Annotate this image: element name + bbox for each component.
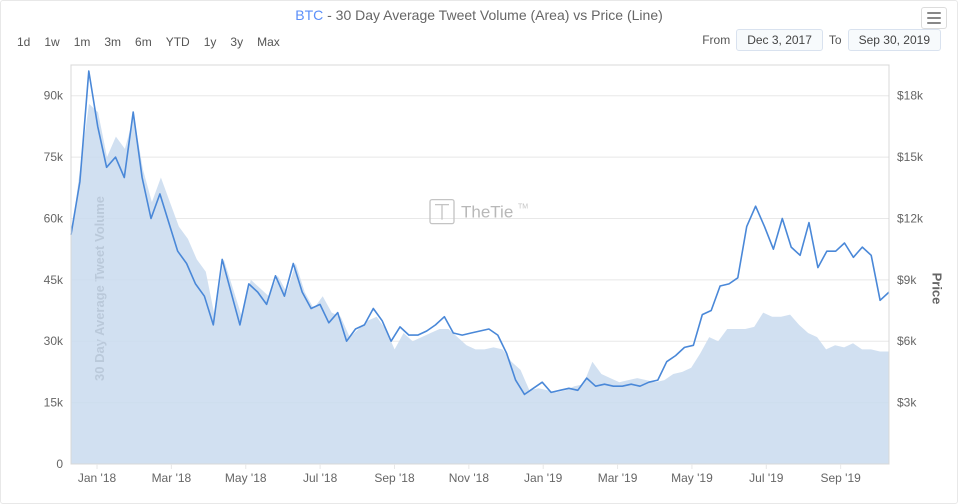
hamburger-icon: [927, 12, 941, 14]
range-button-1d[interactable]: 1d: [17, 35, 30, 49]
svg-text:90k: 90k: [44, 89, 64, 103]
svg-text:30k: 30k: [44, 334, 64, 348]
svg-text:May '18: May '18: [225, 471, 267, 485]
chart-svg: 0 15k 30k 45k 60k 75k 90k $3k $6k $9k $12k $15k $18k…: [1, 59, 958, 504]
range-button-6m[interactable]: 6m: [135, 35, 152, 49]
chart-menu-button[interactable]: [921, 7, 947, 29]
range-button-1m[interactable]: 1m: [74, 35, 91, 49]
range-button-3y[interactable]: 3y: [230, 35, 243, 49]
svg-text:Sep '19: Sep '19: [820, 471, 861, 485]
svg-text:Mar '19: Mar '19: [598, 471, 638, 485]
svg-text:$9k: $9k: [897, 273, 917, 287]
range-button-max[interactable]: Max: [257, 35, 280, 49]
svg-text:Jan '18: Jan '18: [78, 471, 117, 485]
svg-text:$12k: $12k: [897, 211, 924, 225]
range-button-3m[interactable]: 3m: [104, 35, 121, 49]
svg-text:May '19: May '19: [671, 471, 713, 485]
svg-text:$3k: $3k: [897, 396, 917, 410]
svg-text:$15k: $15k: [897, 150, 924, 164]
title-rest: - 30 Day Average Tweet Volume (Area) vs …: [323, 7, 663, 23]
svg-text:60k: 60k: [44, 211, 64, 225]
tweet-volume-area: [71, 104, 889, 464]
svg-text:45k: 45k: [44, 273, 64, 287]
svg-text:75k: 75k: [44, 150, 64, 164]
svg-text:Nov '18: Nov '18: [449, 471, 490, 485]
svg-text:TM: TM: [518, 204, 528, 211]
range-button-ytd[interactable]: YTD: [166, 35, 190, 49]
to-label: To: [829, 33, 842, 47]
range-button-1w[interactable]: 1w: [44, 35, 59, 49]
ticker-symbol: BTC: [295, 7, 323, 23]
from-date-input[interactable]: Dec 3, 2017: [736, 29, 823, 51]
from-label: From: [702, 33, 730, 47]
svg-text:Mar '18: Mar '18: [152, 471, 192, 485]
date-range-picker: From Dec 3, 2017 To Sep 30, 2019: [702, 29, 941, 51]
svg-text:15k: 15k: [44, 396, 64, 410]
svg-text:0: 0: [56, 457, 63, 471]
chart-container: BTC - 30 Day Average Tweet Volume (Area)…: [0, 0, 958, 504]
svg-text:Jul '19: Jul '19: [749, 471, 784, 485]
watermark-logo: TheTie TM: [430, 200, 528, 224]
range-button-1y[interactable]: 1y: [204, 35, 217, 49]
svg-text:$18k: $18k: [897, 89, 924, 103]
chart-title: BTC - 30 Day Average Tweet Volume (Area)…: [1, 7, 957, 23]
svg-text:$6k: $6k: [897, 334, 917, 348]
svg-text:Jan '19: Jan '19: [524, 471, 563, 485]
time-range-toolbar: 1d 1w 1m 3m 6m YTD 1y 3y Max: [17, 35, 280, 49]
svg-text:Sep '18: Sep '18: [374, 471, 415, 485]
to-date-input[interactable]: Sep 30, 2019: [848, 29, 941, 51]
svg-text:TheTie: TheTie: [461, 203, 513, 222]
chart-plot-area[interactable]: 30 Day Average Tweet Volume Price 015k30…: [1, 59, 958, 504]
svg-text:Jul '18: Jul '18: [303, 471, 338, 485]
